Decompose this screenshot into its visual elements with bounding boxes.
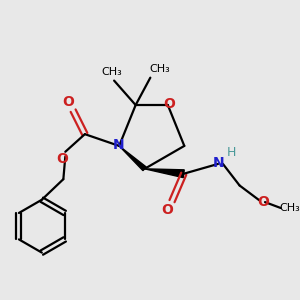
Text: CH₃: CH₃: [150, 64, 170, 74]
Text: H: H: [227, 146, 236, 159]
Text: N: N: [213, 156, 225, 170]
Polygon shape: [145, 169, 184, 178]
Text: O: O: [62, 95, 74, 109]
Text: CH₃: CH₃: [102, 67, 122, 77]
Text: N: N: [112, 138, 124, 152]
Text: O: O: [161, 203, 173, 217]
Text: CH₃: CH₃: [279, 203, 300, 213]
Text: O: O: [257, 195, 269, 209]
Polygon shape: [119, 146, 146, 171]
Text: O: O: [163, 97, 175, 111]
Text: O: O: [56, 152, 68, 166]
